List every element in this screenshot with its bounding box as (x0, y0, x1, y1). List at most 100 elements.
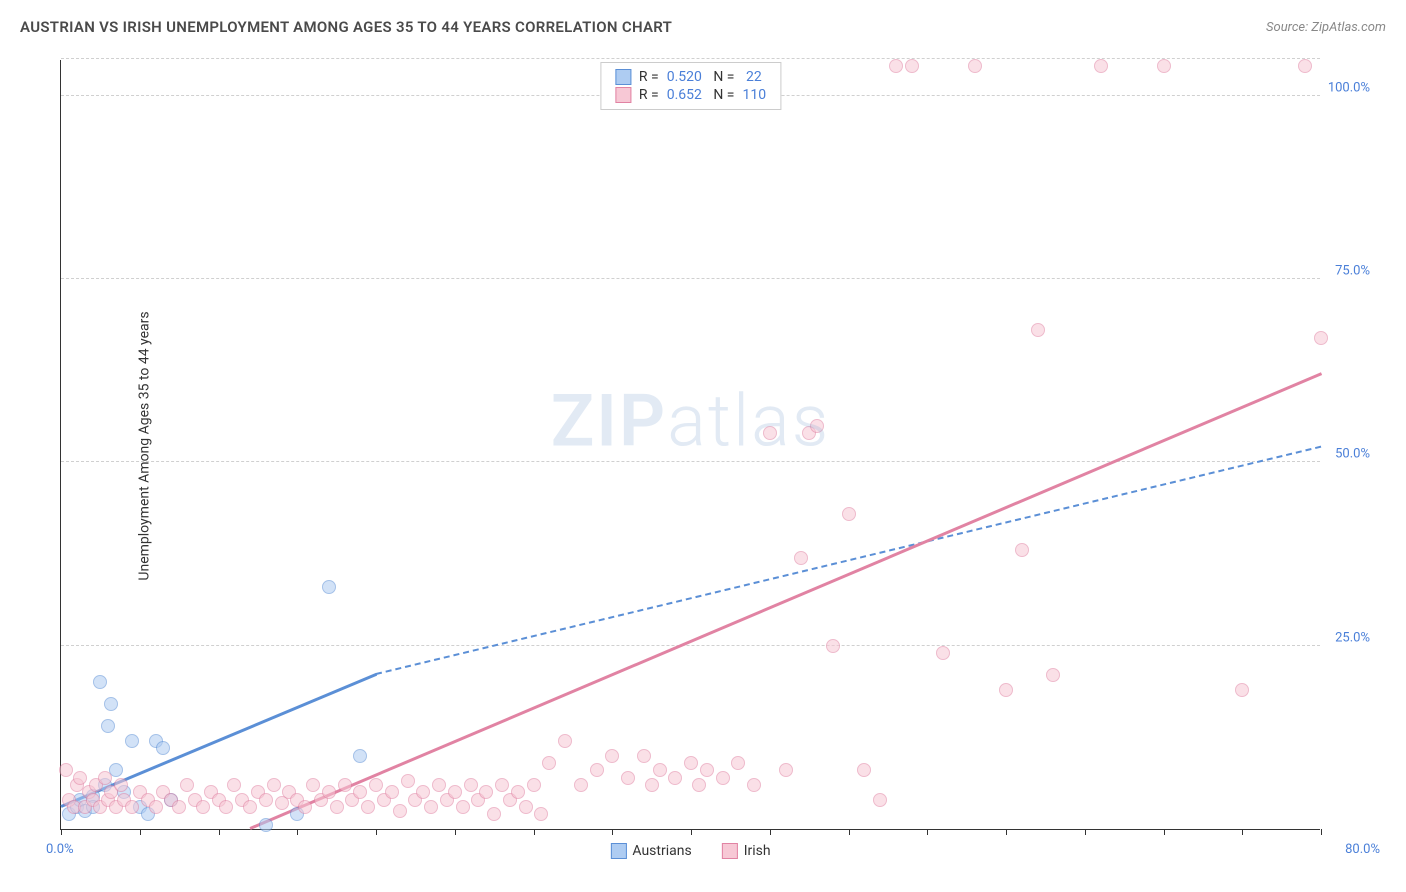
gridline (61, 645, 1320, 646)
data-point (668, 771, 682, 785)
swatch-austrians-icon (610, 843, 626, 859)
data-point (101, 719, 115, 733)
data-point (763, 426, 777, 440)
data-point (621, 771, 635, 785)
data-point (306, 778, 320, 792)
legend-n-label: N = (710, 69, 735, 85)
chart-header: AUSTRIAN VS IRISH UNEMPLOYMENT AMONG AGE… (20, 18, 1386, 36)
trend-line (250, 372, 1322, 829)
data-point (369, 778, 383, 792)
data-point (519, 800, 533, 814)
watermark-light: atlas (667, 379, 830, 464)
data-point (999, 683, 1013, 697)
data-point (125, 800, 139, 814)
data-point (385, 785, 399, 799)
x-tick (691, 829, 692, 835)
swatch-austrians (615, 69, 631, 85)
data-point (243, 800, 257, 814)
data-point (104, 697, 118, 711)
data-point (98, 771, 112, 785)
x-tick (297, 829, 298, 835)
data-point (259, 793, 273, 807)
data-point (196, 800, 210, 814)
gridline (61, 461, 1320, 462)
x-tick (1085, 829, 1086, 835)
data-point (353, 785, 367, 799)
legend-item-irish: Irish (722, 843, 771, 859)
data-point (605, 749, 619, 763)
data-point (905, 59, 919, 73)
x-tick (455, 829, 456, 835)
plot-region: ZIPatlas R = 0.520 N = 22 R = 0.652 N = … (60, 60, 1320, 830)
legend-r-label: R = (639, 69, 659, 85)
data-point (219, 800, 233, 814)
gridline (61, 278, 1320, 279)
x-axis-max-label: 80.0% (1345, 842, 1380, 857)
data-point (716, 771, 730, 785)
legend-r-val-0: 0.520 (667, 69, 702, 85)
data-point (968, 59, 982, 73)
data-point (511, 785, 525, 799)
data-point (1031, 323, 1045, 337)
x-tick (1242, 829, 1243, 835)
x-tick (849, 829, 850, 835)
data-point (338, 778, 352, 792)
data-point (684, 756, 698, 770)
data-point (456, 800, 470, 814)
data-point (487, 807, 501, 821)
legend-item-austrians: Austrians (610, 843, 691, 859)
x-tick (770, 829, 771, 835)
data-point (73, 771, 87, 785)
x-tick (219, 829, 220, 835)
x-tick (61, 829, 62, 835)
data-point (149, 800, 163, 814)
data-point (298, 800, 312, 814)
data-point (416, 785, 430, 799)
legend-n-val-1: 110 (742, 87, 766, 103)
legend-row-austrians: R = 0.520 N = 22 (615, 69, 766, 85)
chart-area: ZIPatlas R = 0.520 N = 22 R = 0.652 N = … (60, 60, 1370, 830)
data-point (857, 763, 871, 777)
x-tick (534, 829, 535, 835)
data-point (424, 800, 438, 814)
legend-n-label: N = (710, 87, 735, 103)
data-point (747, 778, 761, 792)
watermark: ZIPatlas (551, 379, 831, 464)
data-point (1094, 59, 1108, 73)
data-point (114, 778, 128, 792)
data-point (432, 778, 446, 792)
data-point (637, 749, 651, 763)
data-point (527, 778, 541, 792)
data-point (1157, 59, 1171, 73)
data-point (590, 763, 604, 777)
data-point (794, 551, 808, 565)
data-point (700, 763, 714, 777)
trend-line-dashed (376, 446, 1321, 675)
data-point (330, 800, 344, 814)
data-point (495, 778, 509, 792)
legend-r-label: R = (639, 87, 659, 103)
data-point (534, 807, 548, 821)
x-tick (140, 829, 141, 835)
swatch-irish-icon (722, 843, 738, 859)
x-tick (1164, 829, 1165, 835)
data-point (873, 793, 887, 807)
x-tick (376, 829, 377, 835)
data-point (842, 507, 856, 521)
data-point (779, 763, 793, 777)
y-tick-label: 25.0% (1325, 630, 1370, 645)
correlation-legend: R = 0.520 N = 22 R = 0.652 N = 110 (600, 62, 781, 110)
data-point (1298, 59, 1312, 73)
data-point (59, 763, 73, 777)
y-tick-label: 100.0% (1325, 80, 1370, 95)
y-tick-label: 50.0% (1325, 447, 1370, 462)
watermark-bold: ZIP (551, 379, 667, 464)
data-point (172, 800, 186, 814)
data-point (479, 785, 493, 799)
data-point (653, 763, 667, 777)
data-point (322, 785, 336, 799)
y-tick-label: 75.0% (1325, 264, 1370, 279)
data-point (259, 818, 273, 832)
data-point (574, 778, 588, 792)
x-tick (612, 829, 613, 835)
